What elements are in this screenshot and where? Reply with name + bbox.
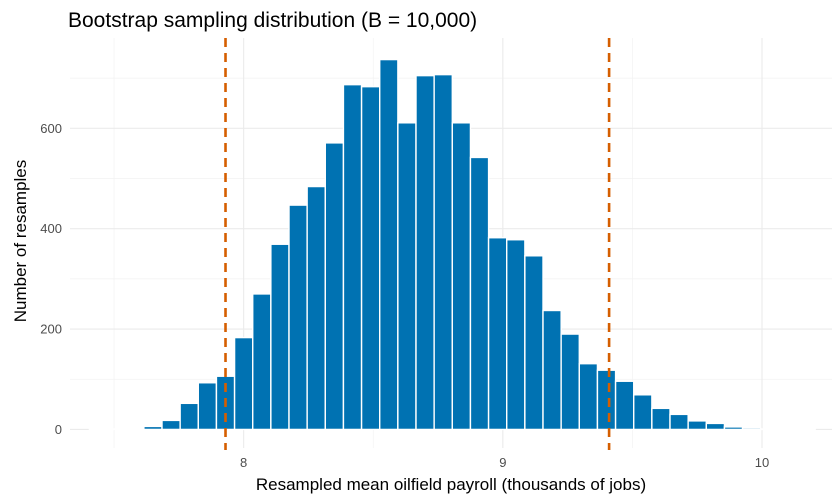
- histogram-bar: [469, 156, 490, 431]
- histogram-bars: [88, 58, 816, 431]
- histogram-bar: [651, 407, 671, 431]
- histogram-bar: [360, 85, 381, 431]
- histogram-bar: [288, 204, 308, 431]
- histogram-bar: [342, 83, 363, 431]
- x-tick-label: 10: [755, 455, 769, 470]
- histogram-bar: [88, 428, 109, 431]
- histogram-bar: [760, 428, 780, 431]
- histogram-bar: [379, 58, 399, 431]
- histogram-bar: [252, 293, 272, 431]
- x-tick-label: 8: [240, 455, 247, 470]
- histogram-bar: [125, 427, 145, 431]
- histogram-bar: [669, 413, 689, 431]
- histogram-bar: [306, 185, 326, 431]
- histogram-bar: [324, 142, 345, 431]
- histogram-bar: [179, 402, 199, 431]
- histogram-bar: [741, 427, 762, 431]
- histogram-bar: [578, 362, 599, 431]
- histogram-bar: [542, 309, 562, 431]
- x-tick-label: 9: [499, 455, 506, 470]
- histogram-bar: [106, 428, 127, 431]
- y-tick-label: 200: [40, 322, 62, 337]
- histogram-bar: [524, 255, 544, 431]
- chart-title: Bootstrap sampling distribution (B = 10,…: [68, 9, 477, 32]
- histogram-bar: [778, 428, 798, 431]
- histogram-bar: [506, 239, 526, 431]
- y-tick-label: 400: [40, 221, 62, 236]
- histogram-bar: [687, 420, 707, 431]
- histogram-bar: [161, 419, 181, 431]
- histogram-bar: [233, 336, 254, 431]
- y-tick-label: 600: [40, 121, 62, 136]
- histogram-bar: [596, 369, 617, 431]
- histogram-bar: [633, 394, 653, 431]
- y-axis-title: Number of resamples: [11, 160, 30, 323]
- x-axis-ticks: 8 9 10: [240, 455, 769, 470]
- histogram-bar: [143, 425, 163, 431]
- y-axis-ticks: 0 200 400 600: [40, 121, 62, 437]
- histogram-bar: [451, 122, 472, 431]
- histogram-bar: [723, 426, 744, 431]
- histogram-bar: [705, 422, 726, 431]
- histogram-bar: [433, 73, 453, 431]
- histogram-bar: [270, 243, 290, 431]
- histogram-bar: [487, 237, 508, 431]
- confidence-interval-lines: [224, 38, 611, 450]
- histogram-bar: [415, 74, 435, 431]
- histogram-bar: [197, 382, 218, 431]
- histogram-bar: [560, 333, 580, 431]
- y-tick-label: 0: [55, 422, 62, 437]
- histogram-bar: [796, 428, 816, 431]
- histogram-bar: [614, 380, 635, 431]
- x-axis-title: Resampled mean oilfield payroll (thousan…: [256, 475, 646, 494]
- histogram-bar: [397, 122, 417, 431]
